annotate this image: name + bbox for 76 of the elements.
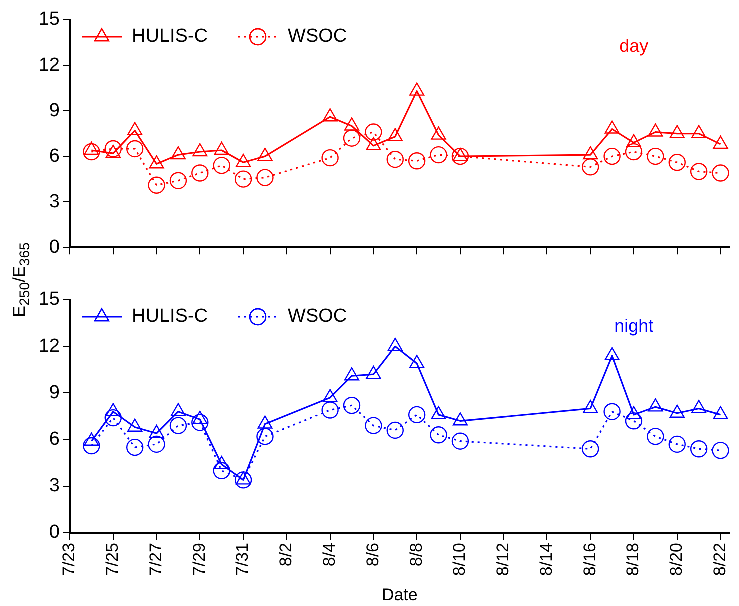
- point: [322, 389, 338, 402]
- point: [690, 440, 708, 458]
- x-tick-label: 8/2: [276, 543, 296, 567]
- point: [170, 417, 188, 434]
- point: [692, 400, 707, 414]
- point: [625, 412, 643, 430]
- y-tick-label: 9: [49, 100, 60, 122]
- point: [604, 403, 621, 420]
- point: [430, 426, 448, 444]
- x-tick-label: 8/22: [710, 543, 730, 576]
- y-tick-label: 12: [38, 336, 60, 357]
- point: [83, 437, 100, 455]
- annotation: night: [614, 316, 654, 336]
- point: [713, 406, 728, 420]
- x-tick-label: 8/4: [320, 543, 339, 567]
- y-tick-label: 6: [49, 429, 60, 450]
- point: [388, 338, 403, 352]
- point: [343, 397, 361, 414]
- x-tick-label: 7/27: [146, 543, 166, 576]
- point: [386, 422, 404, 440]
- y-tick-label: 0: [49, 236, 60, 258]
- y-tick-label: 9: [49, 382, 60, 404]
- y-tick-label: 6: [49, 146, 60, 167]
- x-tick-label: 7/25: [103, 543, 122, 576]
- point: [344, 368, 360, 381]
- point: [128, 418, 143, 432]
- point: [648, 398, 664, 412]
- x-tick-label: 8/16: [580, 543, 600, 576]
- point: [104, 409, 122, 427]
- y-tick-label: 15: [38, 289, 60, 310]
- x-tick-label: 8/12: [494, 543, 513, 576]
- point: [256, 428, 274, 446]
- point: [126, 438, 144, 456]
- point: [626, 406, 642, 420]
- x-tick-label: 8/8: [406, 543, 426, 567]
- point: [452, 432, 470, 450]
- y-tick-label: 0: [49, 522, 60, 544]
- x-tick-label: 7/23: [60, 543, 79, 576]
- point: [192, 411, 208, 424]
- point: [258, 416, 273, 429]
- point: [322, 402, 339, 419]
- x-tick-label: 8/6: [363, 543, 382, 567]
- y-tick-label: 12: [38, 54, 60, 76]
- legend-label: WSOC: [288, 26, 348, 48]
- point: [410, 355, 425, 368]
- point: [170, 403, 186, 416]
- point: [365, 417, 382, 434]
- x-tick-label: 8/14: [536, 543, 556, 576]
- point: [582, 440, 600, 458]
- point: [712, 442, 730, 460]
- point: [670, 404, 685, 418]
- point: [213, 462, 230, 480]
- point: [647, 428, 664, 446]
- y-tick-label: 15: [38, 9, 60, 30]
- point: [668, 436, 686, 454]
- legend-label: HULIS-C: [132, 306, 208, 328]
- point: [106, 403, 121, 416]
- x-tick-label: 8/18: [624, 543, 643, 576]
- point: [366, 366, 382, 380]
- y-tick-label: 3: [49, 191, 60, 212]
- x-axis-title: Date: [382, 585, 418, 604]
- point: [408, 406, 426, 424]
- x-tick-label: 7/29: [190, 543, 209, 576]
- legend-label: WSOC: [288, 306, 348, 328]
- y-tick-label: 3: [49, 476, 60, 497]
- point: [431, 406, 446, 420]
- point: [452, 412, 468, 426]
- point: [604, 347, 620, 361]
- point: [583, 400, 598, 414]
- annotation: day: [620, 36, 649, 56]
- point: [148, 436, 166, 454]
- point: [192, 414, 209, 432]
- x-tick-label: 7/31: [233, 543, 252, 576]
- legend-label: HULIS-C: [132, 26, 208, 48]
- x-tick-label: 8/10: [450, 543, 470, 576]
- x-tick-label: 8/20: [667, 543, 686, 576]
